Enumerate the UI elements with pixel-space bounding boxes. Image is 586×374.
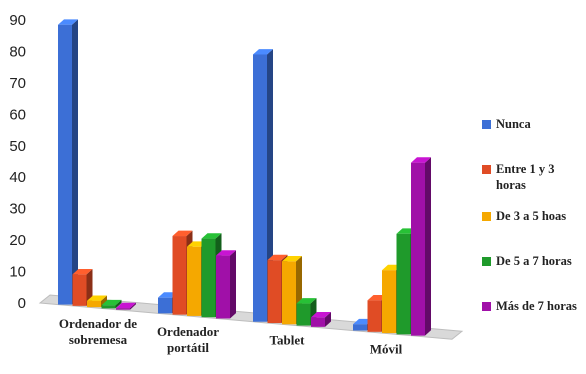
legend: Nunca Entre 1 y 3 horas De 3 a 5 hoas De 5 a… — [482, 117, 577, 313]
bar-front — [296, 303, 311, 326]
legend-label: horas — [496, 178, 526, 192]
legend-swatch — [482, 120, 491, 129]
bar-front — [58, 24, 72, 305]
bar — [116, 302, 136, 310]
bar-top — [282, 256, 302, 262]
bar-front — [116, 308, 130, 310]
legend-swatch — [482, 165, 491, 174]
bar-front — [187, 246, 201, 316]
bar-front — [158, 297, 172, 314]
x-category-label: Móvil — [370, 341, 403, 356]
bar-side — [267, 49, 273, 322]
x-category-label: Ordenador — [157, 324, 219, 339]
x-category-label: Tablet — [270, 333, 306, 348]
x-category-label: portátil — [167, 340, 209, 355]
bar-top — [267, 254, 288, 261]
bar-front — [172, 236, 187, 315]
bars — [58, 19, 431, 336]
y-tick-label: 60 — [9, 106, 26, 123]
bar-side — [425, 157, 431, 336]
y-tick-label: 0 — [18, 295, 26, 312]
y-axis-ticks: 0 10 20 30 40 50 60 70 80 90 — [9, 12, 26, 312]
bar-front — [253, 54, 267, 322]
bar — [216, 250, 236, 319]
legend-swatch — [482, 257, 491, 266]
legend-label: Nunca — [496, 117, 531, 131]
y-tick-label: 70 — [9, 75, 26, 92]
bar-side — [72, 19, 78, 305]
bar — [87, 295, 107, 308]
legend-label: De 3 a 5 hoas — [496, 209, 566, 223]
legend-swatch — [482, 212, 491, 221]
bar-side — [325, 312, 331, 327]
bar-top — [58, 19, 78, 25]
bar-top — [311, 312, 331, 318]
bar-front — [72, 274, 87, 306]
bar-front — [267, 260, 282, 324]
bar — [58, 19, 78, 305]
y-tick-label: 30 — [9, 201, 26, 218]
bar-top — [296, 298, 317, 304]
bar-top — [101, 299, 122, 306]
legend-label: De 5 a 7 horas — [496, 254, 572, 268]
y-tick-label: 20 — [9, 232, 26, 249]
bar-front — [382, 270, 396, 334]
bar-front — [353, 324, 367, 331]
x-category-label: sobremesa — [69, 332, 128, 347]
bar-side — [130, 302, 136, 310]
y-tick-label: 40 — [9, 169, 26, 186]
bar-top — [87, 295, 107, 301]
bar-top — [201, 233, 222, 239]
bar-side — [230, 250, 236, 319]
bar-front — [396, 233, 411, 335]
bar-front — [367, 300, 382, 332]
legend-label: Entre 1 y 3 — [496, 162, 554, 176]
y-tick-label: 80 — [9, 43, 26, 60]
bar — [253, 49, 273, 322]
bar — [101, 299, 122, 309]
bar — [311, 312, 331, 327]
legend-label: Más de 7 horas — [496, 299, 577, 313]
bar-front — [101, 305, 116, 309]
bar-side — [115, 299, 122, 309]
bar-top — [172, 230, 193, 237]
bar-top — [216, 250, 236, 256]
y-tick-label: 50 — [9, 138, 26, 155]
bar-top — [253, 49, 273, 55]
bar-front — [201, 238, 216, 318]
y-tick-label: 10 — [9, 264, 26, 281]
bar-front — [411, 162, 425, 336]
bar-side — [101, 295, 107, 308]
bar-top — [72, 269, 93, 275]
bar-side — [86, 269, 93, 306]
bar-front — [216, 255, 230, 319]
bar-front — [311, 317, 325, 327]
legend-swatch — [482, 302, 491, 311]
bar-front — [282, 261, 296, 325]
bar-front — [87, 300, 101, 308]
y-tick-label: 90 — [9, 12, 26, 29]
bar — [72, 269, 93, 306]
bar — [411, 157, 431, 336]
bar-top — [116, 302, 136, 309]
bar-top — [411, 157, 431, 163]
x-category-label: Ordenador de — [59, 316, 137, 331]
